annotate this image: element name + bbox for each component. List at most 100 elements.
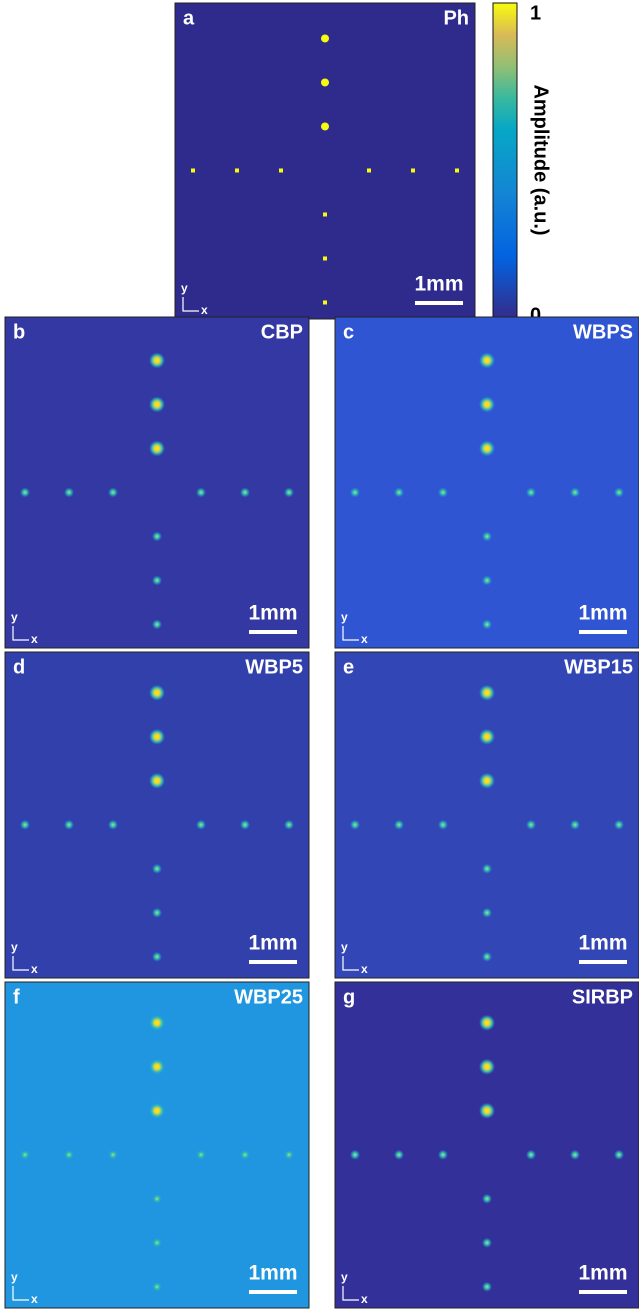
point-target <box>149 772 165 789</box>
point-target <box>152 531 162 542</box>
point-target <box>323 300 327 305</box>
point-target <box>149 1058 165 1075</box>
point-target <box>191 168 195 173</box>
point-target <box>321 34 329 43</box>
axis-x-label: x <box>31 962 38 976</box>
point-target <box>482 1193 492 1204</box>
axis-x-label: x <box>31 632 38 646</box>
point-target <box>149 352 165 369</box>
method-label: WBPS <box>573 321 633 343</box>
axis-y-label: y <box>11 940 18 954</box>
point-target <box>350 819 360 830</box>
point-target <box>614 487 624 498</box>
image-panel <box>4 981 310 1309</box>
scale-label: 1mm <box>248 932 297 955</box>
point-target <box>152 1281 162 1292</box>
axis-x-label: x <box>361 1292 368 1306</box>
point-target <box>279 168 283 173</box>
axis-indicator <box>182 297 199 312</box>
axis-x-label: x <box>361 632 368 646</box>
point-target <box>323 256 327 261</box>
point-target <box>152 1237 162 1248</box>
point-target <box>350 487 360 498</box>
panel-letter: e <box>343 656 354 678</box>
point-target <box>479 772 495 789</box>
point-target <box>479 684 495 701</box>
point-target <box>479 1102 495 1119</box>
axis-indicator <box>12 956 29 971</box>
point-target <box>152 951 162 962</box>
point-target <box>394 819 404 830</box>
point-target <box>149 1014 165 1031</box>
point-target <box>108 1149 118 1160</box>
point-target <box>149 684 165 701</box>
point-target <box>479 1058 495 1075</box>
axis-x-label: x <box>201 303 208 317</box>
axis-y-label: y <box>11 1270 18 1284</box>
axis-indicator <box>342 626 359 641</box>
scale-label: 1mm <box>578 602 627 625</box>
colorbar <box>492 2 518 321</box>
point-target <box>367 168 371 173</box>
point-target <box>479 352 495 369</box>
image-panel <box>4 651 310 979</box>
point-target <box>196 819 206 830</box>
point-target <box>152 907 162 918</box>
axis-y-label: y <box>181 281 188 295</box>
point-target <box>614 819 624 830</box>
panel-letter: d <box>13 656 25 678</box>
point-target <box>149 728 165 745</box>
point-target <box>438 819 448 830</box>
panel-letter: g <box>343 986 355 1008</box>
point-target <box>240 819 250 830</box>
point-target <box>284 487 294 498</box>
image-panel <box>174 2 476 320</box>
point-target <box>196 1149 206 1160</box>
point-target <box>411 168 415 173</box>
colorbar-tick: 0 <box>530 304 541 326</box>
axis-indicator <box>342 1286 359 1301</box>
point-target <box>482 619 492 630</box>
point-target <box>321 78 329 87</box>
point-target <box>482 1281 492 1292</box>
panel-letter: b <box>13 321 25 343</box>
axis-indicator <box>12 626 29 641</box>
method-label: WBP5 <box>245 656 303 678</box>
point-target <box>394 1149 404 1160</box>
point-target <box>64 819 74 830</box>
image-panel <box>334 651 639 979</box>
point-target <box>20 819 30 830</box>
method-label: SIRBP <box>572 986 633 1008</box>
panel-letter: f <box>13 986 20 1008</box>
colorbar-tick: 1 <box>530 2 541 24</box>
point-target <box>482 1237 492 1248</box>
point-target <box>526 487 536 498</box>
point-target <box>20 1149 30 1160</box>
axis-y-label: y <box>341 940 348 954</box>
point-target <box>526 819 536 830</box>
axis-indicator <box>342 956 359 971</box>
point-target <box>438 487 448 498</box>
point-target <box>614 1149 624 1160</box>
point-target <box>152 1193 162 1204</box>
point-target <box>323 212 327 217</box>
point-target <box>570 1149 580 1160</box>
point-target <box>479 440 495 457</box>
point-target <box>64 1149 74 1160</box>
point-target <box>455 168 459 173</box>
axis-indicator <box>12 1286 29 1301</box>
axis-x-label: x <box>361 962 368 976</box>
point-target <box>438 1149 448 1160</box>
point-target <box>196 487 206 498</box>
scale-label: 1mm <box>414 273 463 296</box>
panel-letter: a <box>183 7 195 29</box>
scale-label: 1mm <box>248 602 297 625</box>
point-target <box>152 619 162 630</box>
point-target <box>482 907 492 918</box>
point-target <box>64 487 74 498</box>
scale-label: 1mm <box>578 932 627 955</box>
method-label: WBP25 <box>234 986 303 1008</box>
point-target <box>240 487 250 498</box>
point-target <box>284 819 294 830</box>
image-panel <box>4 316 310 649</box>
